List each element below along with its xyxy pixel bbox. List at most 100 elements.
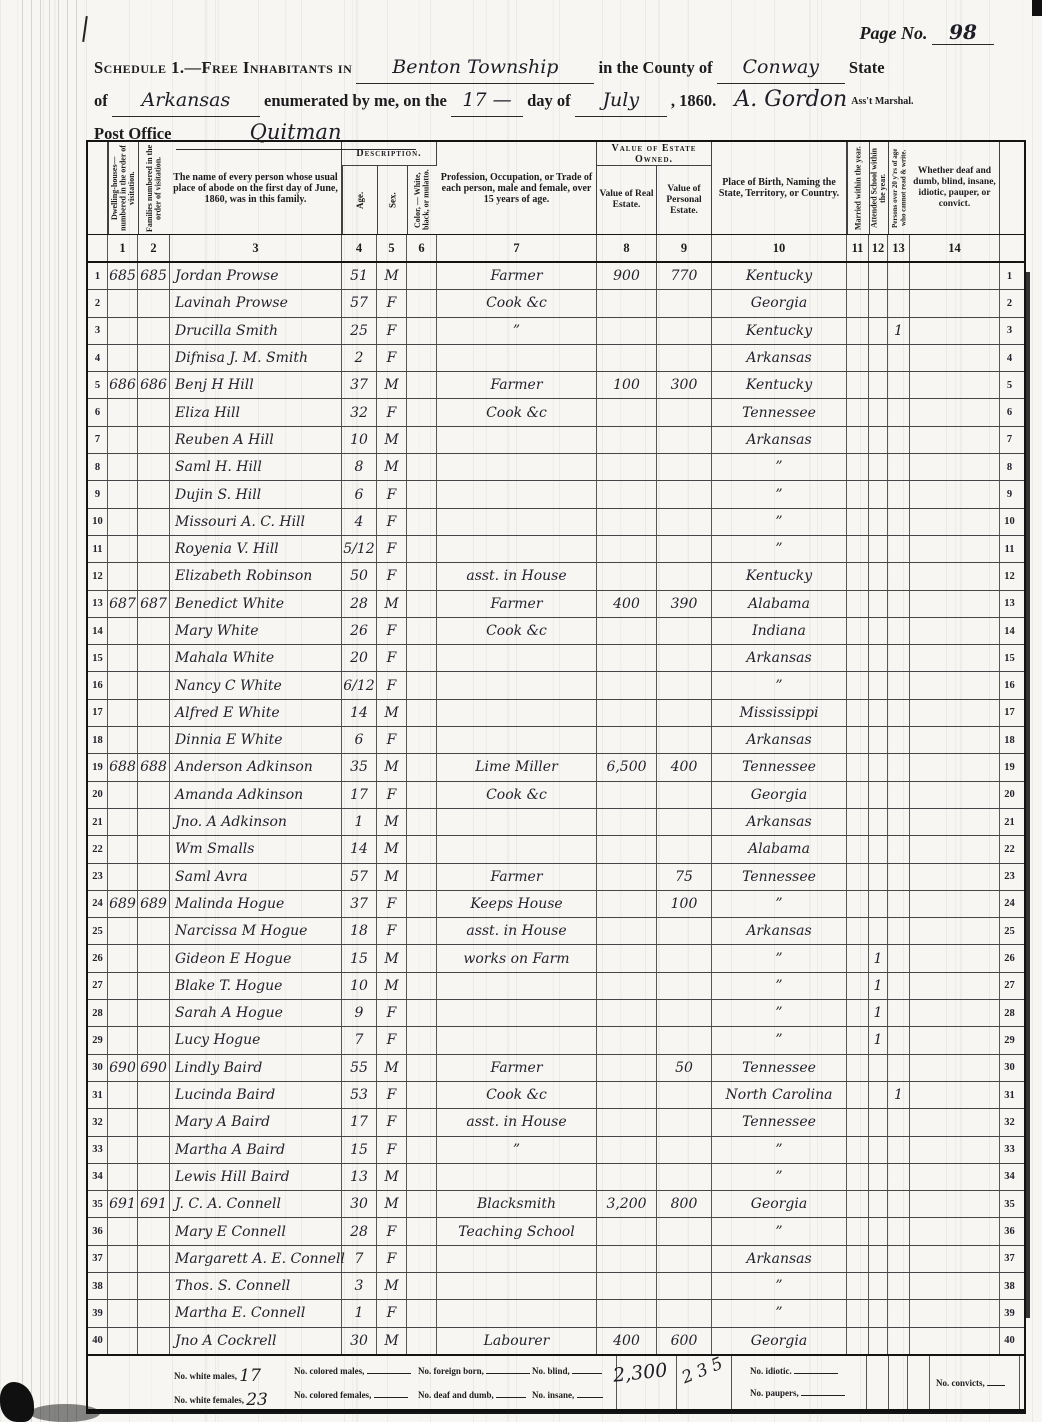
sex: M <box>377 1191 407 1218</box>
color <box>407 1027 437 1054</box>
table-row: 16 Nancy C White 6/12 F ” 16 <box>88 672 1024 700</box>
table-row: 17 Alfred E White 14 M Mississippi 17 <box>88 699 1024 728</box>
dwelling-number <box>108 481 138 508</box>
line-number-left: 17 <box>88 699 108 727</box>
table-row: 24 689 689 Malinda Hogue 37 F Keeps House 100” 2… <box>88 890 1024 919</box>
table-row: 33 Martha A Baird 15 F ” ” 33 <box>88 1136 1024 1164</box>
person-name: Lindly Baird <box>170 1054 342 1081</box>
attended-school <box>869 699 888 727</box>
column-number-6: 6 <box>407 235 437 261</box>
column-number-2: 2 <box>138 235 170 261</box>
marshal-signature: A. Gordon <box>734 87 848 112</box>
remarks <box>910 781 1000 808</box>
occupation <box>437 535 597 563</box>
county-label: in the County of <box>598 58 713 77</box>
married-within-year <box>847 1081 869 1109</box>
line-number-left: 30 <box>88 1054 108 1081</box>
dwelling-number <box>108 1300 138 1327</box>
table-row: 37 Margarett A. E. Connell 7 F Arkansas 37 <box>88 1245 1024 1273</box>
remarks <box>910 317 1000 344</box>
personal-estate-value <box>657 1245 712 1272</box>
table-row: 14 Mary White 26 F Cook &c Indiana 14 <box>88 617 1024 646</box>
remarks <box>910 808 1000 836</box>
family-number <box>138 1163 170 1191</box>
sex: M <box>377 699 407 727</box>
sex: F <box>377 1136 407 1163</box>
sex: F <box>377 781 407 808</box>
table-row: 8 Saml H. Hill 8 M” 8 <box>88 454 1024 482</box>
person-name: J. C. A. Connell <box>170 1191 342 1218</box>
line-number-left: 28 <box>88 1000 108 1027</box>
real-estate-value <box>597 1300 657 1327</box>
col-header-married: Married within the year. <box>847 142 869 234</box>
line-number-left: 22 <box>88 836 108 863</box>
cannot-read-write <box>888 699 910 727</box>
dwelling-number: 687 <box>108 590 138 617</box>
personal-estate-value <box>657 672 712 699</box>
line-number-right: 24 <box>1004 898 1015 910</box>
age: 30 <box>342 1327 377 1354</box>
col-header-school: Attended School within the year. <box>869 142 888 234</box>
family-number <box>138 290 170 317</box>
remarks <box>910 1163 1000 1191</box>
age: 5/12 <box>342 535 377 563</box>
dwelling-number <box>108 1218 138 1245</box>
remarks <box>910 1109 1000 1136</box>
birthplace: Georgia <box>712 290 847 317</box>
remarks <box>910 508 1000 535</box>
table-row: 23 Saml Avra 57 M Farmer 75 Tennessee 23 <box>88 863 1024 891</box>
age: 17 <box>342 781 377 808</box>
age: 28 <box>342 1218 377 1245</box>
page-number-value: 98 <box>949 20 977 44</box>
person-name: Jordan Prowse <box>170 263 342 290</box>
personal-estate-value <box>657 563 712 590</box>
age: 8 <box>342 454 377 481</box>
line-number-right: 26 <box>1004 953 1015 965</box>
sex: M <box>377 454 407 481</box>
birthplace: Mississippi <box>712 699 847 727</box>
birthplace: ” <box>712 972 847 1000</box>
dwelling-number <box>108 1109 138 1136</box>
married-within-year <box>847 645 869 672</box>
birthplace: Tennessee <box>712 399 847 426</box>
attended-school <box>869 590 888 617</box>
personal-estate-value <box>657 535 712 563</box>
occupation <box>437 645 597 672</box>
table-row: 39 Martha E. Connell 1 F ” 39 <box>88 1300 1024 1328</box>
real-estate-value <box>597 1218 657 1245</box>
line-number-right: 30 <box>1004 1062 1015 1074</box>
remarks <box>910 1191 1000 1218</box>
color <box>407 263 437 290</box>
married-within-year <box>847 1136 869 1163</box>
line-number-right: 23 <box>1004 871 1015 883</box>
age: 37 <box>342 890 377 918</box>
column-number-11: 11 <box>847 235 869 261</box>
line-number-left: 2 <box>88 290 108 317</box>
personal-estate-value <box>657 645 712 672</box>
person-name: Difnisa J. M. Smith <box>170 344 342 372</box>
table-row: 5 686 686 Benj H Hill 37 M Farmer 100 300 Kentuck… <box>88 372 1024 400</box>
birthplace: Alabama <box>712 836 847 863</box>
occupation <box>437 508 597 535</box>
color <box>407 344 437 372</box>
real-estate-value <box>597 699 657 727</box>
family-number <box>138 945 170 972</box>
real-estate-value: 900 <box>597 263 657 290</box>
occupation: Keeps House <box>437 890 597 918</box>
line-number-left: 13 <box>88 590 108 617</box>
gutter-left-header <box>88 142 108 234</box>
age: 9 <box>342 1000 377 1027</box>
column-number-14: 14 <box>910 235 1000 261</box>
cannot-read-write <box>888 1272 910 1300</box>
table-row: 9 Dujin S. Hill 6 F ” 9 <box>88 481 1024 509</box>
line-number-left: 7 <box>88 426 108 454</box>
birthplace: Arkansas <box>712 808 847 836</box>
attended-school <box>869 617 888 645</box>
sex: F <box>377 617 407 645</box>
remarks <box>910 399 1000 426</box>
attended-school <box>869 372 888 399</box>
cannot-read-write <box>888 972 910 1000</box>
real-estate-value <box>597 1000 657 1027</box>
married-within-year <box>847 781 869 808</box>
footer-convicts-cell: No. convicts, <box>930 1355 1020 1409</box>
